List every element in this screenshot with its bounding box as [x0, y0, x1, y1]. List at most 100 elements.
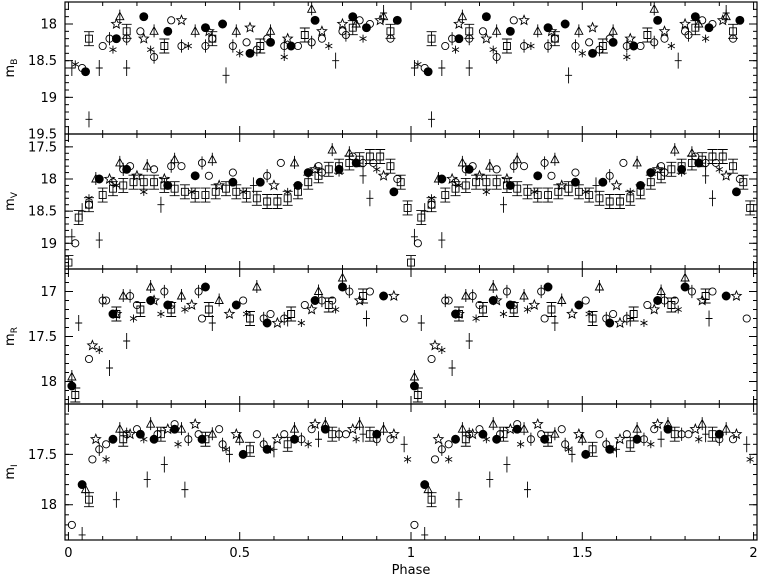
- crossed-square-point: [543, 187, 554, 203]
- asterisk-point: [222, 445, 230, 454]
- plus-errorbar-point: [106, 360, 114, 376]
- filled-circle-point: [420, 480, 430, 490]
- crossed-square-point: [354, 152, 365, 168]
- crossed-square-point: [471, 174, 482, 190]
- filled-circle-point: [372, 429, 382, 439]
- filled-circle-point: [505, 26, 515, 36]
- filled-circle-point: [677, 164, 687, 174]
- plus-errorbar-point: [225, 446, 233, 463]
- crossed-square-point: [358, 288, 369, 304]
- filled-circle-point: [560, 19, 570, 29]
- y-tick-label: 18: [40, 173, 57, 188]
- filled-circle-point: [636, 180, 645, 190]
- y-axis-label-sub: V: [10, 191, 20, 198]
- open-circle-point: [341, 430, 350, 439]
- plus-errorbar-point: [428, 111, 436, 128]
- crossed-square-point: [614, 194, 625, 209]
- filled-circle-point: [266, 37, 275, 47]
- crossed-square-point: [313, 168, 324, 184]
- open-triangle-point: [207, 427, 218, 441]
- plus-errorbar-point: [702, 167, 710, 184]
- crossed-square-point: [642, 27, 653, 43]
- crossed-square-point: [282, 190, 293, 206]
- open-circle-point: [650, 425, 659, 434]
- crossed-square-point: [166, 302, 177, 317]
- open-triangle-point: [721, 422, 731, 436]
- plus-errorbar-point: [123, 333, 131, 349]
- crossed-square-point: [412, 387, 423, 403]
- filled-circle-point: [608, 37, 618, 47]
- open-star-point: [244, 21, 256, 33]
- crossed-square-point: [666, 161, 677, 177]
- crossed-square-point: [73, 210, 84, 226]
- open-triangle-point: [289, 155, 300, 169]
- plus-errorbar-point: [208, 315, 216, 331]
- filled-circle-point: [721, 291, 731, 301]
- crossed-square-point: [251, 190, 262, 206]
- crossed-square-point: [460, 177, 471, 193]
- y-axis-label-main: m: [3, 65, 18, 78]
- asterisk-point: [523, 305, 532, 314]
- crossed-square-point: [512, 181, 523, 197]
- filled-circle-point: [598, 177, 608, 187]
- open-circle-point: [71, 239, 80, 248]
- open-triangle-point: [265, 24, 276, 38]
- crossed-square-point: [244, 441, 255, 457]
- crossed-square-point: [364, 149, 375, 164]
- crossed-square-point: [128, 174, 139, 190]
- open-triangle-point: [697, 417, 707, 431]
- crossed-square-point: [549, 31, 560, 47]
- panel-R: 17 17.5 18 mR: [3, 268, 758, 405]
- filled-circle-point: [488, 296, 498, 305]
- crossed-circle-point: [194, 284, 203, 299]
- open-triangle-point: [519, 289, 529, 302]
- filled-circle-point: [122, 164, 132, 174]
- asterisk-point: [667, 42, 676, 50]
- open-circle-point: [547, 171, 556, 180]
- filled-circle-point: [262, 444, 272, 454]
- crossed-square-point: [625, 190, 636, 206]
- asterisk-point: [235, 49, 244, 58]
- open-star-point: [614, 433, 626, 445]
- crossed-circle-point: [98, 293, 107, 308]
- y-axis-label-sub: I: [10, 464, 20, 467]
- open-circle-point: [167, 16, 176, 25]
- filled-circle-point: [348, 12, 358, 22]
- crossed-square-point: [690, 20, 701, 36]
- open-star-point: [223, 307, 236, 320]
- filled-circle-point: [543, 282, 553, 292]
- open-circle-point: [239, 296, 248, 305]
- open-triangle-point: [488, 280, 498, 293]
- crossed-circle-point: [150, 50, 159, 64]
- open-triangle-point: [115, 9, 125, 23]
- asterisk-point: [280, 53, 288, 61]
- filled-circle-point: [680, 282, 690, 292]
- open-circle-point: [177, 162, 186, 171]
- open-star-point: [716, 14, 729, 26]
- filled-circle-point: [190, 171, 200, 181]
- asterisk-point: [527, 42, 535, 50]
- open-triangle-point: [306, 2, 317, 16]
- filled-circle-point: [492, 434, 502, 444]
- filled-circle-point: [605, 318, 615, 328]
- open-triangle-point: [252, 280, 262, 293]
- y-tick-label: 18.5: [28, 205, 57, 220]
- open-circle-point: [276, 158, 285, 167]
- open-circle-point: [67, 520, 76, 529]
- crossed-square-point: [508, 302, 519, 317]
- open-triangle-point: [656, 284, 666, 298]
- filled-circle-point: [255, 177, 265, 187]
- open-circle-point: [102, 440, 111, 449]
- filled-circle-point: [694, 158, 704, 168]
- crossed-square-point: [255, 38, 266, 54]
- filled-circle-point: [290, 434, 299, 444]
- open-circle-point: [365, 287, 374, 296]
- crossed-square-point: [707, 149, 718, 164]
- crossed-square-point: [262, 194, 273, 209]
- crossed-square-point: [587, 311, 598, 326]
- open-star-point: [387, 289, 400, 302]
- crossed-square-point: [190, 187, 201, 203]
- open-star-point: [566, 307, 578, 320]
- crossed-circle-point: [335, 427, 344, 441]
